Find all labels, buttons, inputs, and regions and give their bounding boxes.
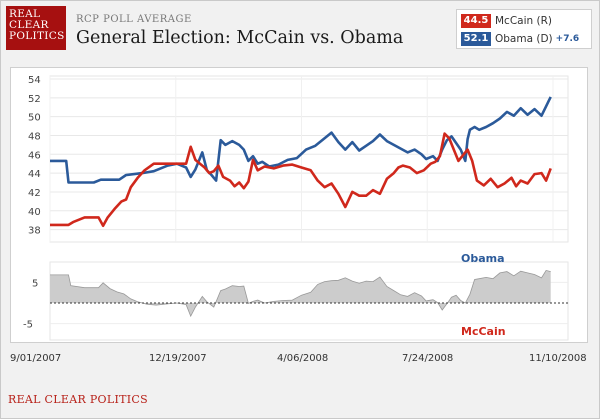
x-tick-label: 4/06/2008 [277, 353, 328, 364]
spread-y-tick-label: 5 [32, 278, 38, 289]
y-tick-label: 42 [28, 188, 41, 199]
poll-average-kicker: RCP POLL AVERAGE [76, 14, 192, 25]
legend-row-mccain: 44.5 McCain (R) [461, 14, 552, 30]
obama-value-badge: 52.1 [461, 32, 491, 46]
chart-title: General Election: McCain vs. Obama [76, 28, 404, 48]
x-tick-label: 12/19/2007 [149, 353, 207, 364]
y-tick-label: 40 [28, 207, 41, 218]
y-tick-label: 44 [28, 169, 41, 180]
legend-row-obama: 52.1 Obama (D) +7.6 [461, 32, 579, 48]
spread-y-tick-label: -5 [23, 320, 33, 331]
x-tick-label: 9/01/2007 [10, 353, 61, 364]
spread-area [50, 270, 551, 317]
mccain-value-badge: 44.5 [461, 14, 491, 28]
main-plot-area [49, 75, 569, 243]
mccain-series-line [50, 132, 552, 228]
y-tick-label: 50 [28, 113, 41, 124]
mccain-legend-label: McCain (R) [495, 15, 552, 27]
logo-line-3: POLITICS [9, 30, 65, 42]
logo-line-2: CLEAR [9, 19, 49, 31]
y-tick-label: 38 [28, 226, 41, 237]
y-tick-label: 46 [28, 150, 41, 161]
spread-mccain-label: McCain [461, 325, 506, 338]
footer-rcp-link[interactable]: REAL CLEAR POLITICS [8, 393, 148, 406]
obama-spread: +7.6 [555, 34, 580, 44]
x-tick-label: 7/24/2008 [402, 353, 453, 364]
y-tick-label: 48 [28, 131, 41, 142]
spread-outline [50, 269, 551, 318]
rcp-logo[interactable]: REAL CLEAR POLITICS [6, 6, 66, 50]
x-tick-label: 11/10/2008 [529, 353, 587, 364]
legend-box: 44.5 McCain (R) 52.1 Obama (D) +7.6 [456, 9, 592, 49]
y-tick-label: 54 [28, 75, 41, 86]
spread-obama-label: Obama [461, 252, 505, 265]
obama-legend-label: Obama (D) [495, 33, 553, 45]
obama-series-line [50, 96, 552, 184]
logo-line-1: REAL [9, 8, 41, 20]
y-tick-label: 52 [28, 94, 41, 105]
